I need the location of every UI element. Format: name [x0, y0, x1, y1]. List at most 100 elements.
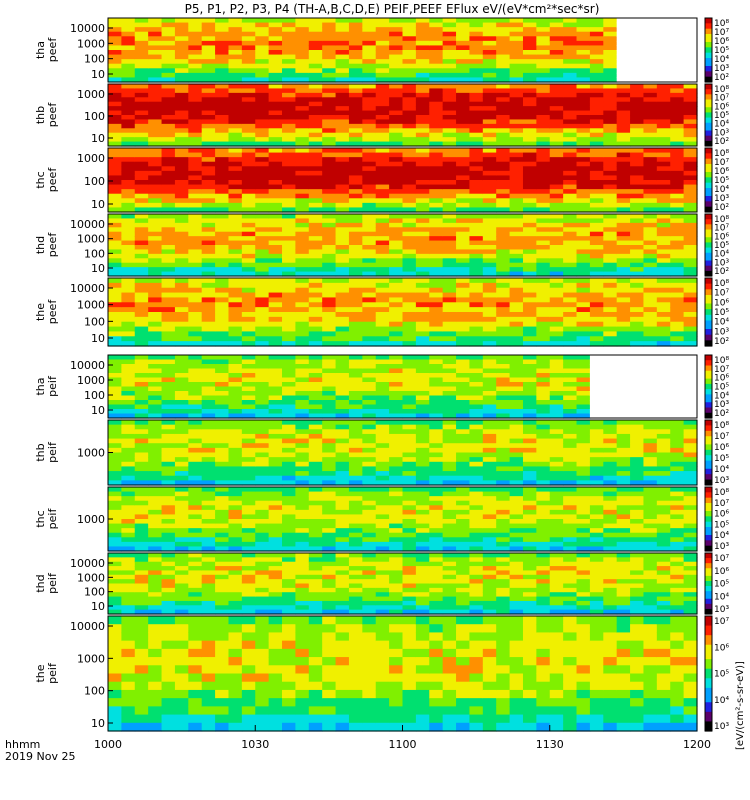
- heatmap-cell: [389, 258, 404, 264]
- heatmap-cell: [375, 537, 390, 543]
- heatmap-cell: [683, 68, 698, 74]
- heatmap-cell: [201, 132, 216, 138]
- heatmap-cell: [603, 245, 618, 251]
- heatmap-cell: [308, 106, 323, 112]
- colorbar-tick-label: 10⁷: [714, 432, 729, 442]
- heatmap-cell: [295, 373, 310, 379]
- heatmap-cell: [643, 368, 658, 374]
- heatmap-cell: [402, 466, 417, 472]
- heatmap-cell: [348, 537, 363, 543]
- heatmap-cell: [335, 509, 350, 516]
- heatmap-cell: [482, 106, 497, 112]
- heatmap-cell: [308, 54, 323, 60]
- heatmap-cell: [509, 382, 524, 388]
- heatmap-cell: [188, 429, 203, 435]
- colorbar-segment: [705, 115, 712, 119]
- heatmap-cell: [576, 128, 591, 134]
- heatmap-cell: [415, 297, 430, 303]
- heatmap-cell: [148, 214, 163, 220]
- heatmap-cell: [148, 491, 163, 497]
- heatmap-cell: [563, 222, 578, 228]
- heatmap-cell: [389, 420, 404, 426]
- heatmap-cell: [603, 404, 618, 410]
- heatmap-cell: [255, 123, 270, 129]
- heatmap-cell: [121, 189, 136, 195]
- heatmap-cell: [616, 253, 631, 259]
- heatmap-cell: [121, 475, 136, 481]
- heatmap-cell: [616, 377, 631, 383]
- heatmap-cell: [576, 202, 591, 209]
- heatmap-cell: [415, 312, 430, 318]
- heatmap-cell: [108, 505, 122, 511]
- heatmap-cell: [282, 321, 297, 328]
- heatmap-cell: [362, 336, 377, 342]
- heatmap-cell: [215, 27, 230, 33]
- heatmap-cell: [174, 84, 189, 90]
- heatmap-cell: [201, 106, 216, 112]
- heatmap-cell: [536, 438, 551, 444]
- heatmap-cell: [482, 36, 497, 42]
- heatmap-cell: [188, 457, 203, 463]
- heatmap-cell: [389, 137, 404, 143]
- heatmap-cell: [630, 245, 645, 251]
- heatmap-cell: [522, 326, 537, 333]
- heatmap-cell: [121, 312, 136, 318]
- heatmap-cell: [549, 258, 564, 264]
- heatmap-cell: [282, 249, 297, 255]
- heatmap-cell: [656, 395, 671, 401]
- heatmap-cell: [389, 368, 404, 374]
- heatmap-cell: [402, 59, 417, 65]
- heatmap-cell: [362, 413, 377, 419]
- heatmap-cell: [228, 514, 243, 520]
- colorbar-segment: [705, 457, 712, 462]
- heatmap-cell: [670, 395, 685, 401]
- heatmap-cell: [389, 115, 404, 121]
- heatmap-cell: [509, 341, 524, 347]
- heatmap-cell: [241, 128, 256, 134]
- heatmap-cell: [348, 184, 363, 190]
- heatmap-cell: [456, 97, 471, 103]
- heatmap-cell: [683, 63, 698, 69]
- heatmap-cell: [576, 391, 591, 397]
- heatmap-cell: [148, 487, 163, 493]
- heatmap-cell: [509, 88, 524, 94]
- heatmap-cell: [603, 50, 618, 56]
- heatmap-cell: [241, 400, 256, 406]
- heatmap-cell: [496, 198, 511, 204]
- heatmap-cell: [375, 519, 390, 525]
- heatmap-cell: [402, 519, 417, 525]
- heatmap-cell: [469, 106, 484, 112]
- heatmap-cell: [241, 18, 256, 24]
- heatmap-cell: [188, 491, 203, 497]
- heatmap-cell: [161, 240, 176, 246]
- heatmap-cell: [683, 253, 698, 259]
- heatmap-cell: [509, 262, 524, 268]
- heatmap-cell: [215, 471, 230, 477]
- heatmap-cell: [563, 123, 578, 129]
- heatmap-cell: [522, 258, 537, 264]
- heatmap-cell: [188, 231, 203, 237]
- heatmap-cell: [536, 278, 551, 284]
- heatmap-cell: [429, 231, 444, 237]
- heatmap-cell: [509, 110, 524, 116]
- heatmap-cell: [482, 101, 497, 107]
- heatmap-cell: [121, 523, 136, 529]
- heatmap-cell: [295, 438, 310, 444]
- heatmap-cell: [188, 198, 203, 204]
- heatmap-cell: [121, 532, 136, 538]
- heatmap-cell: [536, 480, 551, 486]
- heatmap-cell: [121, 36, 136, 42]
- heatmap-cell: [375, 287, 390, 294]
- heatmap-cell: [362, 475, 377, 481]
- heatmap-cell: [402, 110, 417, 116]
- heatmap-cell: [348, 148, 363, 154]
- heatmap-cell: [456, 331, 471, 337]
- colorbar-segment: [705, 265, 712, 269]
- heatmap-cell: [134, 123, 149, 129]
- heatmap-cell: [161, 452, 176, 458]
- heatmap-cell: [576, 92, 591, 98]
- heatmap-cell: [201, 400, 216, 406]
- heatmap-cell: [134, 40, 149, 47]
- heatmap-cell: [643, 180, 658, 186]
- heatmap-cell: [228, 297, 243, 303]
